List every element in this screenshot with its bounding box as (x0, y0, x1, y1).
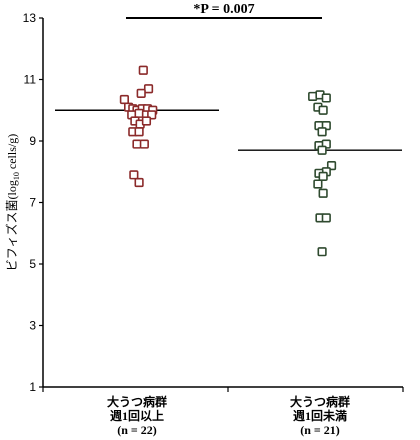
data-point (321, 93, 331, 103)
y-tick-label: 1 (29, 380, 36, 394)
axes (39, 17, 404, 392)
data-point (132, 139, 142, 149)
category-label: (n = 21) (300, 423, 340, 437)
data-point (313, 179, 323, 189)
y-tick-label: 13 (23, 11, 37, 25)
data-point (317, 145, 327, 155)
data-point (317, 127, 327, 137)
data-point (134, 127, 144, 137)
category-label: 大うつ病群 (107, 394, 167, 409)
data-point (317, 247, 327, 257)
chart-marks (55, 17, 402, 257)
data-point (138, 65, 148, 75)
data-point (318, 188, 328, 198)
category-label: 大うつ病群 (290, 394, 350, 409)
significance-label: *P = 0.007 (193, 2, 254, 17)
y-tick-label: 11 (24, 73, 37, 87)
data-point (321, 213, 331, 223)
y-axis-label: ビフィズス菌(log10 cells/g) (4, 134, 21, 271)
y-tick-label: 5 (29, 257, 36, 271)
y-tick-label: 3 (29, 319, 36, 333)
data-point (318, 105, 328, 115)
data-point (318, 171, 328, 181)
y-axis-label-suffix: cells/g) (5, 134, 19, 172)
category-label: (n = 22) (117, 423, 157, 437)
y-tick-label: 9 (29, 134, 36, 148)
data-point (143, 84, 154, 94)
y-axis-label-subscript: 10 (12, 172, 21, 180)
y-axis-label-prefix: ビフィズス菌(log (4, 180, 19, 271)
category-label: 週1回未満 (293, 408, 347, 423)
data-point (308, 91, 318, 102)
category-label: 週1回以上 (110, 408, 164, 423)
data-point (119, 94, 129, 105)
data-point (134, 108, 144, 118)
data-point (136, 88, 146, 98)
data-point (129, 170, 139, 180)
y-tick-label: 7 (29, 196, 36, 210)
data-point (141, 116, 152, 126)
data-point (139, 139, 149, 149)
data-point (134, 177, 144, 188)
